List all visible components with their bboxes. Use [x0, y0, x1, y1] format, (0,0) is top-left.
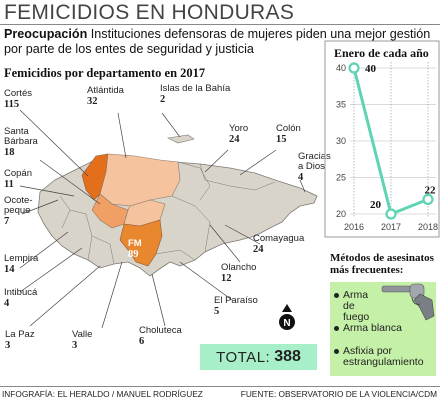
total-value: 388 [274, 348, 301, 365]
dept-choluteca: Choluteca 6 [139, 325, 182, 348]
y-tick-label: 35 [336, 100, 346, 110]
dept-islas: Islas de la Bahía 2 [160, 83, 231, 106]
data-label: 20 [370, 199, 382, 211]
data-label: 22 [425, 184, 437, 196]
dept-comayagua: Comayagua 24 [253, 233, 305, 256]
y-tick-label: 25 [336, 173, 346, 183]
x-tick-label: 2017 [381, 222, 401, 232]
data-point [348, 62, 360, 74]
title-divider [0, 24, 440, 25]
page-title: FEMICIDIOS EN HONDURAS [4, 1, 295, 24]
chart-title: Enero de cada año [334, 46, 429, 60]
dept-ocotepeque: Ocote-peque 7 [4, 195, 33, 228]
method-item: Asfixia por estrangulamiento [334, 346, 430, 368]
x-tick-label: 2018 [418, 222, 438, 232]
method-item: Arma de fuego [334, 290, 380, 323]
data-label: 40 [365, 63, 377, 75]
dept-cortes: Cortés 115 [4, 88, 32, 111]
footer-divider [0, 386, 440, 387]
method-item: Arma blanca [334, 323, 402, 334]
north-arrow-icon: N [279, 304, 295, 330]
methods-title: Métodos de asesinatos más frecuentes: [330, 252, 434, 276]
source: FUENTE: OBSERVATORIO DE LA VIOLENCIA/CDM [240, 389, 437, 399]
dept-gracias-a-dios: Gracias a Dios 4 [298, 151, 331, 184]
total-label: TOTAL: [216, 348, 271, 366]
y-tick-label: 30 [336, 136, 346, 146]
chart-frame [324, 40, 440, 238]
revolver-icon [381, 283, 435, 321]
dept-la-paz: La Paz 3 [5, 329, 35, 352]
lede-text: Instituciones defensoras de mujeres pide… [4, 27, 431, 56]
dept-el-paraiso: El Paraíso 5 [214, 295, 258, 318]
dept-santa-barbara: Santa Bárbara 18 [4, 126, 38, 159]
dept-lempira: Lempira 14 [4, 253, 39, 276]
dept-copan: Copán 11 [4, 168, 32, 191]
honduras-map [19, 109, 318, 329]
dept-fm: FM 89 [128, 238, 142, 261]
region-fm [119, 219, 163, 267]
y-tick-label: 20 [336, 209, 346, 219]
dept-valle: Valle 3 [72, 329, 93, 352]
lede-label: Preocupación [4, 27, 88, 41]
y-tick-label: 40 [336, 63, 346, 73]
x-tick-label: 2016 [344, 222, 364, 232]
region-santa-barbara [91, 193, 129, 229]
dept-atlantida: Atlántida 32 [87, 85, 124, 108]
lede: Preocupación Instituciones defensoras de… [4, 27, 432, 57]
line-chart: 40 35 30 25 20 2016 2017 2018 40 20 22 [324, 40, 440, 238]
map-title: Femicidios por departamento en 2017 [4, 66, 206, 80]
region-atlantida-yoro [99, 153, 181, 207]
dept-olancho: Olancho 12 [221, 262, 257, 285]
dept-intibuca: Intibucá 4 [4, 287, 38, 310]
svg-text:N: N [283, 318, 290, 329]
dept-colon: Colón 15 [276, 123, 301, 146]
credit: INFOGRAFÍA: EL HERALDO / MANUEL RODRÍGUE… [2, 389, 203, 399]
region-islas [167, 134, 195, 144]
total-badge: TOTAL: 388 [200, 344, 317, 370]
dept-yoro: Yoro 24 [229, 123, 249, 146]
data-point [422, 193, 434, 205]
data-point [385, 208, 397, 220]
